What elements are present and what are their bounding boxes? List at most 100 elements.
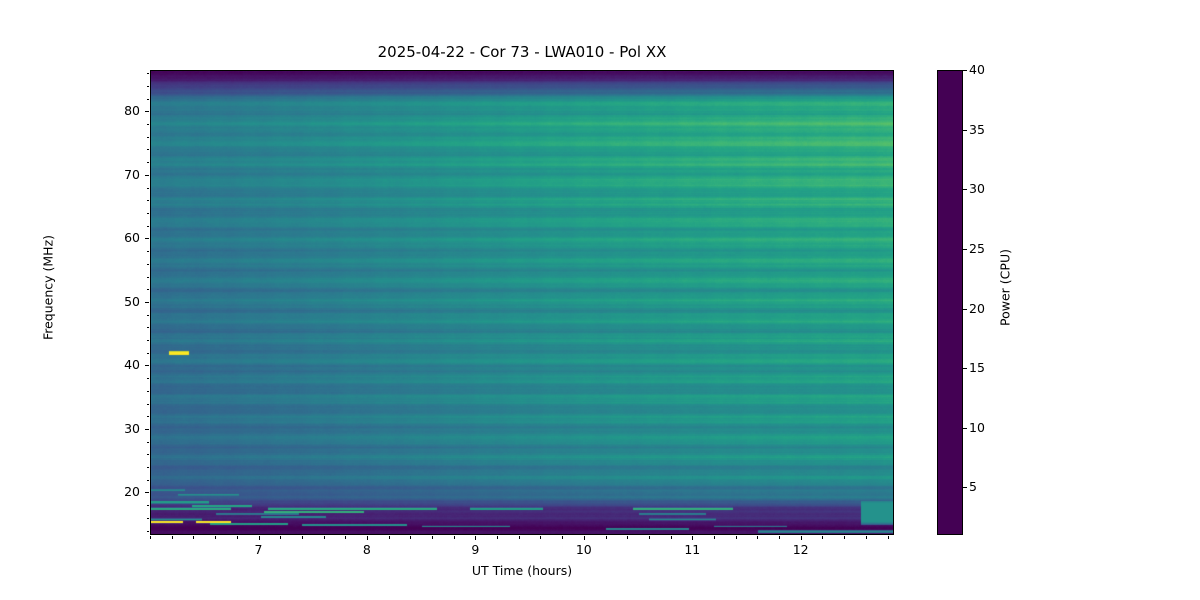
colorbar-tick-label: 10 xyxy=(969,419,985,435)
x-axis-minor-tick xyxy=(627,536,629,539)
colorbar-label: Power (CPU) xyxy=(997,249,1013,326)
y-axis-minor-tick xyxy=(146,225,149,227)
x-axis-tick xyxy=(583,536,585,540)
x-axis-minor-tick xyxy=(648,536,650,539)
y-axis-minor-tick xyxy=(146,73,149,75)
x-axis-minor-tick xyxy=(345,536,347,539)
colorbar-tick-label: 30 xyxy=(969,181,985,197)
x-axis-minor-tick xyxy=(865,536,867,539)
colorbar-tick-label: 5 xyxy=(969,479,977,495)
x-axis-minor-tick xyxy=(844,536,846,539)
y-axis-minor-tick xyxy=(146,340,149,341)
x-axis-label: UT Time (hours) xyxy=(471,563,573,578)
y-axis-minor-tick xyxy=(146,454,149,456)
y-axis-tick-label: 40 xyxy=(124,357,140,373)
x-axis-minor-tick xyxy=(236,536,238,539)
x-axis-minor-tick xyxy=(432,536,433,539)
colorbar-tick xyxy=(963,368,967,370)
y-axis-minor-tick xyxy=(146,162,149,164)
y-axis-tick xyxy=(145,301,149,303)
x-axis-minor-tick xyxy=(518,536,520,539)
x-axis-tick xyxy=(475,536,477,540)
y-axis-tick xyxy=(145,238,149,240)
x-axis-minor-tick xyxy=(714,536,715,539)
x-axis-minor-tick xyxy=(280,536,282,539)
x-axis-minor-tick xyxy=(562,536,564,539)
colorbar-tick xyxy=(963,248,967,250)
x-axis-tick-label: 12 xyxy=(792,542,809,557)
x-axis-minor-tick xyxy=(735,536,737,539)
x-axis-minor-tick xyxy=(757,536,759,539)
colorbar-tick xyxy=(963,308,967,310)
y-axis-label: Frequency (MHz) xyxy=(40,234,56,341)
colorbar-tick-label: 20 xyxy=(969,300,985,316)
colorbar-tick xyxy=(963,487,967,489)
y-axis-minor-tick xyxy=(146,187,149,189)
y-axis-minor-tick xyxy=(146,289,149,291)
colorbar-tick xyxy=(963,427,967,429)
colorbar-tick-label: 40 xyxy=(969,62,985,77)
y-axis-tick-label: 70 xyxy=(124,166,140,182)
y-axis-minor-tick xyxy=(146,390,149,392)
y-axis-minor-tick xyxy=(146,124,149,125)
colorbar-tick-label: 25 xyxy=(969,240,985,256)
colorbar[interactable] xyxy=(937,70,963,535)
spectrogram-heatmap xyxy=(151,71,893,534)
y-axis-tick-label: 30 xyxy=(124,420,140,436)
y-axis-minor-tick xyxy=(146,352,149,354)
x-axis-minor-tick xyxy=(171,536,173,539)
y-axis-minor-tick xyxy=(146,505,149,507)
x-axis-tick xyxy=(800,536,802,540)
x-axis-minor-tick xyxy=(215,536,217,539)
x-axis-minor-tick xyxy=(410,536,412,539)
y-axis-minor-tick xyxy=(146,416,149,418)
page-title: 2025-04-22 - Cor 73 - LWA010 - Pol XX xyxy=(377,43,667,61)
x-axis-minor-tick xyxy=(670,536,672,539)
y-axis-tick xyxy=(145,111,149,113)
spectrogram-plot-area[interactable] xyxy=(150,70,894,535)
x-axis-tick xyxy=(258,536,260,540)
x-axis-minor-tick xyxy=(605,536,607,539)
y-axis-minor-tick xyxy=(146,479,149,481)
x-axis-tick-label: 9 xyxy=(471,542,480,557)
colorbar-tick xyxy=(963,189,967,191)
x-axis-minor-tick xyxy=(779,536,780,539)
x-axis-tick-label: 8 xyxy=(362,542,371,557)
y-axis-minor-tick xyxy=(146,85,149,87)
x-axis-tick-label: 7 xyxy=(254,542,263,557)
x-axis-minor-tick xyxy=(301,536,303,539)
y-axis-tick xyxy=(145,365,149,367)
y-axis-minor-tick xyxy=(146,467,149,468)
y-axis-minor-tick xyxy=(146,441,149,443)
y-axis-minor-tick xyxy=(146,136,149,138)
y-axis-minor-tick xyxy=(146,327,149,329)
y-axis-minor-tick xyxy=(146,200,149,202)
colorbar-tick xyxy=(963,70,967,71)
x-axis-tick xyxy=(366,536,368,540)
x-axis-minor-tick xyxy=(193,536,195,539)
x-axis-minor-tick xyxy=(388,536,390,539)
y-axis-minor-tick xyxy=(146,212,149,214)
colorbar-tick-label: 35 xyxy=(969,121,985,137)
x-axis-tick xyxy=(692,536,694,540)
colorbar-gradient xyxy=(938,71,962,534)
y-axis-minor-tick xyxy=(146,251,149,252)
y-axis-minor-tick xyxy=(146,276,149,278)
y-axis-minor-tick xyxy=(146,149,149,151)
y-axis-tick-label: 20 xyxy=(124,484,140,500)
y-axis-minor-tick xyxy=(146,517,149,519)
y-axis-tick-label: 80 xyxy=(124,103,140,119)
y-axis-tick xyxy=(145,428,149,430)
x-axis-minor-tick xyxy=(497,536,499,539)
x-axis-minor-tick xyxy=(822,536,824,539)
x-axis-minor-tick xyxy=(150,536,151,539)
y-axis-tick-label: 50 xyxy=(124,293,140,309)
y-axis-minor-tick xyxy=(146,98,149,100)
colorbar-tick-label: 15 xyxy=(969,360,985,376)
y-axis-minor-tick xyxy=(146,314,149,316)
x-axis-tick-label: 10 xyxy=(575,542,592,557)
y-axis-minor-tick xyxy=(146,378,149,380)
x-axis-minor-tick xyxy=(887,536,889,539)
x-axis-minor-tick xyxy=(323,536,325,539)
